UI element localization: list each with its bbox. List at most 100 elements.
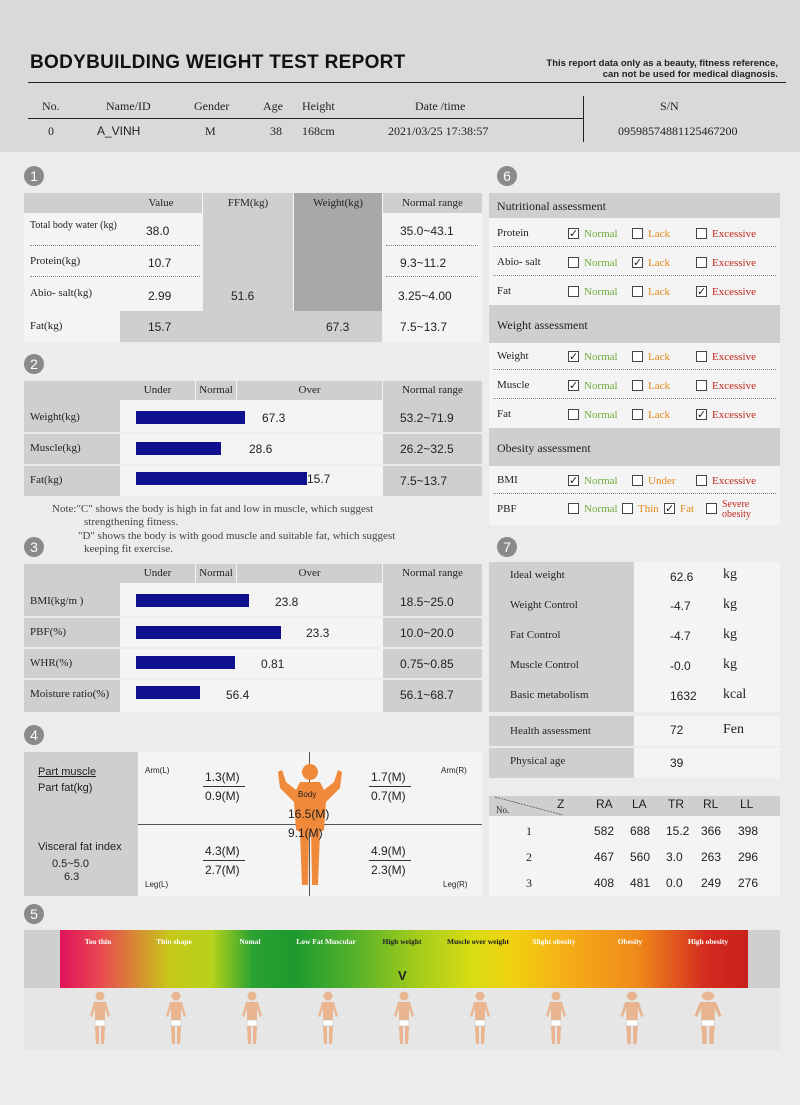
metric-unit: kg <box>723 627 737 642</box>
report-title: BODYBUILDING WEIGHT TEST REPORT <box>30 52 406 73</box>
imp-cell: 688 <box>630 824 651 838</box>
impedance-table <box>489 816 780 896</box>
checked-checkbox[interactable]: ✓ <box>568 379 579 392</box>
note-line: keeping fit exercise. <box>84 543 173 555</box>
col-ffm: FFM(kg) <box>203 193 293 213</box>
ffm-block <box>203 213 293 311</box>
row-label: PBF(%) <box>30 626 67 638</box>
row-range: 7.5~13.7 <box>400 320 448 334</box>
scale-marker: V <box>398 968 407 983</box>
checkbox[interactable] <box>696 475 707 486</box>
row-gap <box>24 464 482 466</box>
imp-cell: 249 <box>701 876 722 890</box>
value-age: 38 <box>270 124 282 138</box>
option-label: Under <box>648 475 676 487</box>
option-label: Normal <box>584 475 618 487</box>
metric-label: Basic metabolism <box>510 689 589 701</box>
option-label: Lack <box>648 257 670 269</box>
row-value: 10.7 <box>148 256 172 270</box>
row-value: 0.81 <box>261 657 285 671</box>
metric-value: -4.7 <box>670 599 691 613</box>
fraction-line <box>203 860 245 861</box>
option-label: Lack <box>648 351 670 363</box>
imp-cell: 582 <box>594 824 615 838</box>
scale-gradient <box>60 930 748 988</box>
option-label: obesity <box>722 509 751 520</box>
checkbox[interactable] <box>568 503 579 514</box>
section-number-7: 7 <box>497 537 517 557</box>
divider <box>583 96 584 142</box>
assess-label: Protein <box>497 227 529 239</box>
metric-value: 62.6 <box>670 570 694 584</box>
checkbox[interactable] <box>568 286 579 297</box>
scale-label: High weight <box>382 937 422 946</box>
checkbox[interactable] <box>696 351 707 362</box>
bmi-bar <box>136 594 249 607</box>
checkbox[interactable] <box>696 380 707 391</box>
checkbox[interactable] <box>632 351 643 362</box>
imp-col-header: TR <box>668 797 684 811</box>
row-label: Moisture ratio(%) <box>30 688 110 700</box>
row-divider <box>386 245 478 246</box>
table-header-cell <box>24 564 120 583</box>
checked-checkbox[interactable]: ✓ <box>568 474 579 487</box>
row-gap <box>489 746 780 748</box>
col-value: Value <box>120 193 202 213</box>
checkbox[interactable] <box>696 257 707 268</box>
weight-bar <box>136 411 245 424</box>
metric-value: -0.0 <box>670 659 691 673</box>
body-figure-icon <box>278 764 342 885</box>
part-fat-label: Part fat(kg) <box>38 782 93 794</box>
metric-value: 1632 <box>670 689 697 703</box>
checked-checkbox[interactable]: ✓ <box>664 502 675 515</box>
checked-checkbox[interactable]: ✓ <box>568 227 579 240</box>
scale-label: Nomal <box>239 937 261 946</box>
checked-checkbox[interactable]: ✓ <box>568 350 579 363</box>
checkbox[interactable] <box>696 228 707 239</box>
checkbox[interactable] <box>632 286 643 297</box>
imp-cell: 366 <box>701 824 722 838</box>
checkbox[interactable] <box>632 409 643 420</box>
checked-checkbox[interactable]: ✓ <box>632 256 643 269</box>
value-no: 0 <box>48 124 54 138</box>
metric-label: Weight Control <box>510 599 578 611</box>
option-label: Normal <box>584 380 618 392</box>
muscle-bar <box>136 442 221 455</box>
checkbox[interactable] <box>706 503 717 514</box>
checkbox[interactable] <box>632 228 643 239</box>
row-divider <box>493 369 776 370</box>
option-label: Fat <box>680 503 695 515</box>
label-no: No. <box>42 99 60 113</box>
imp-row-number: 3 <box>526 876 532 890</box>
health-unit: Fen <box>723 722 744 737</box>
checkbox[interactable] <box>568 257 579 268</box>
fraction-line <box>369 786 411 787</box>
checked-checkbox[interactable]: ✓ <box>696 408 707 421</box>
metric-label: Fat Control <box>510 629 561 641</box>
arm-l-label: Arm(L) <box>145 766 170 775</box>
row-range: 9.3~11.2 <box>400 256 447 270</box>
option-label: Thin <box>638 503 659 515</box>
checkbox[interactable] <box>568 409 579 420</box>
body-type-figures-icon <box>89 990 723 1045</box>
metric-unit: kg <box>723 567 737 582</box>
fraction-line <box>203 786 245 787</box>
checkbox[interactable] <box>622 503 633 514</box>
checked-checkbox[interactable]: ✓ <box>696 285 707 298</box>
imp-cell: 560 <box>630 850 651 864</box>
checkbox[interactable] <box>632 475 643 486</box>
imp-cell: 15.2 <box>666 824 690 838</box>
scale-label: Low Fat Muscular <box>296 937 356 946</box>
value-gender: M <box>205 124 216 138</box>
row-range: 3.25~4.00 <box>398 289 452 303</box>
row-label: Protein(kg) <box>30 255 81 267</box>
checkbox[interactable] <box>632 380 643 391</box>
metric-unit: kg <box>723 597 737 612</box>
metrics-label-column <box>489 562 634 712</box>
row-range: 18.5~25.0 <box>400 595 454 609</box>
scale-label: Too thin <box>84 937 112 946</box>
imp-cell: 408 <box>594 876 615 890</box>
row-range: 10.0~20.0 <box>400 626 454 640</box>
section-number-3: 3 <box>24 537 44 557</box>
imp-col-header: LL <box>740 797 754 811</box>
